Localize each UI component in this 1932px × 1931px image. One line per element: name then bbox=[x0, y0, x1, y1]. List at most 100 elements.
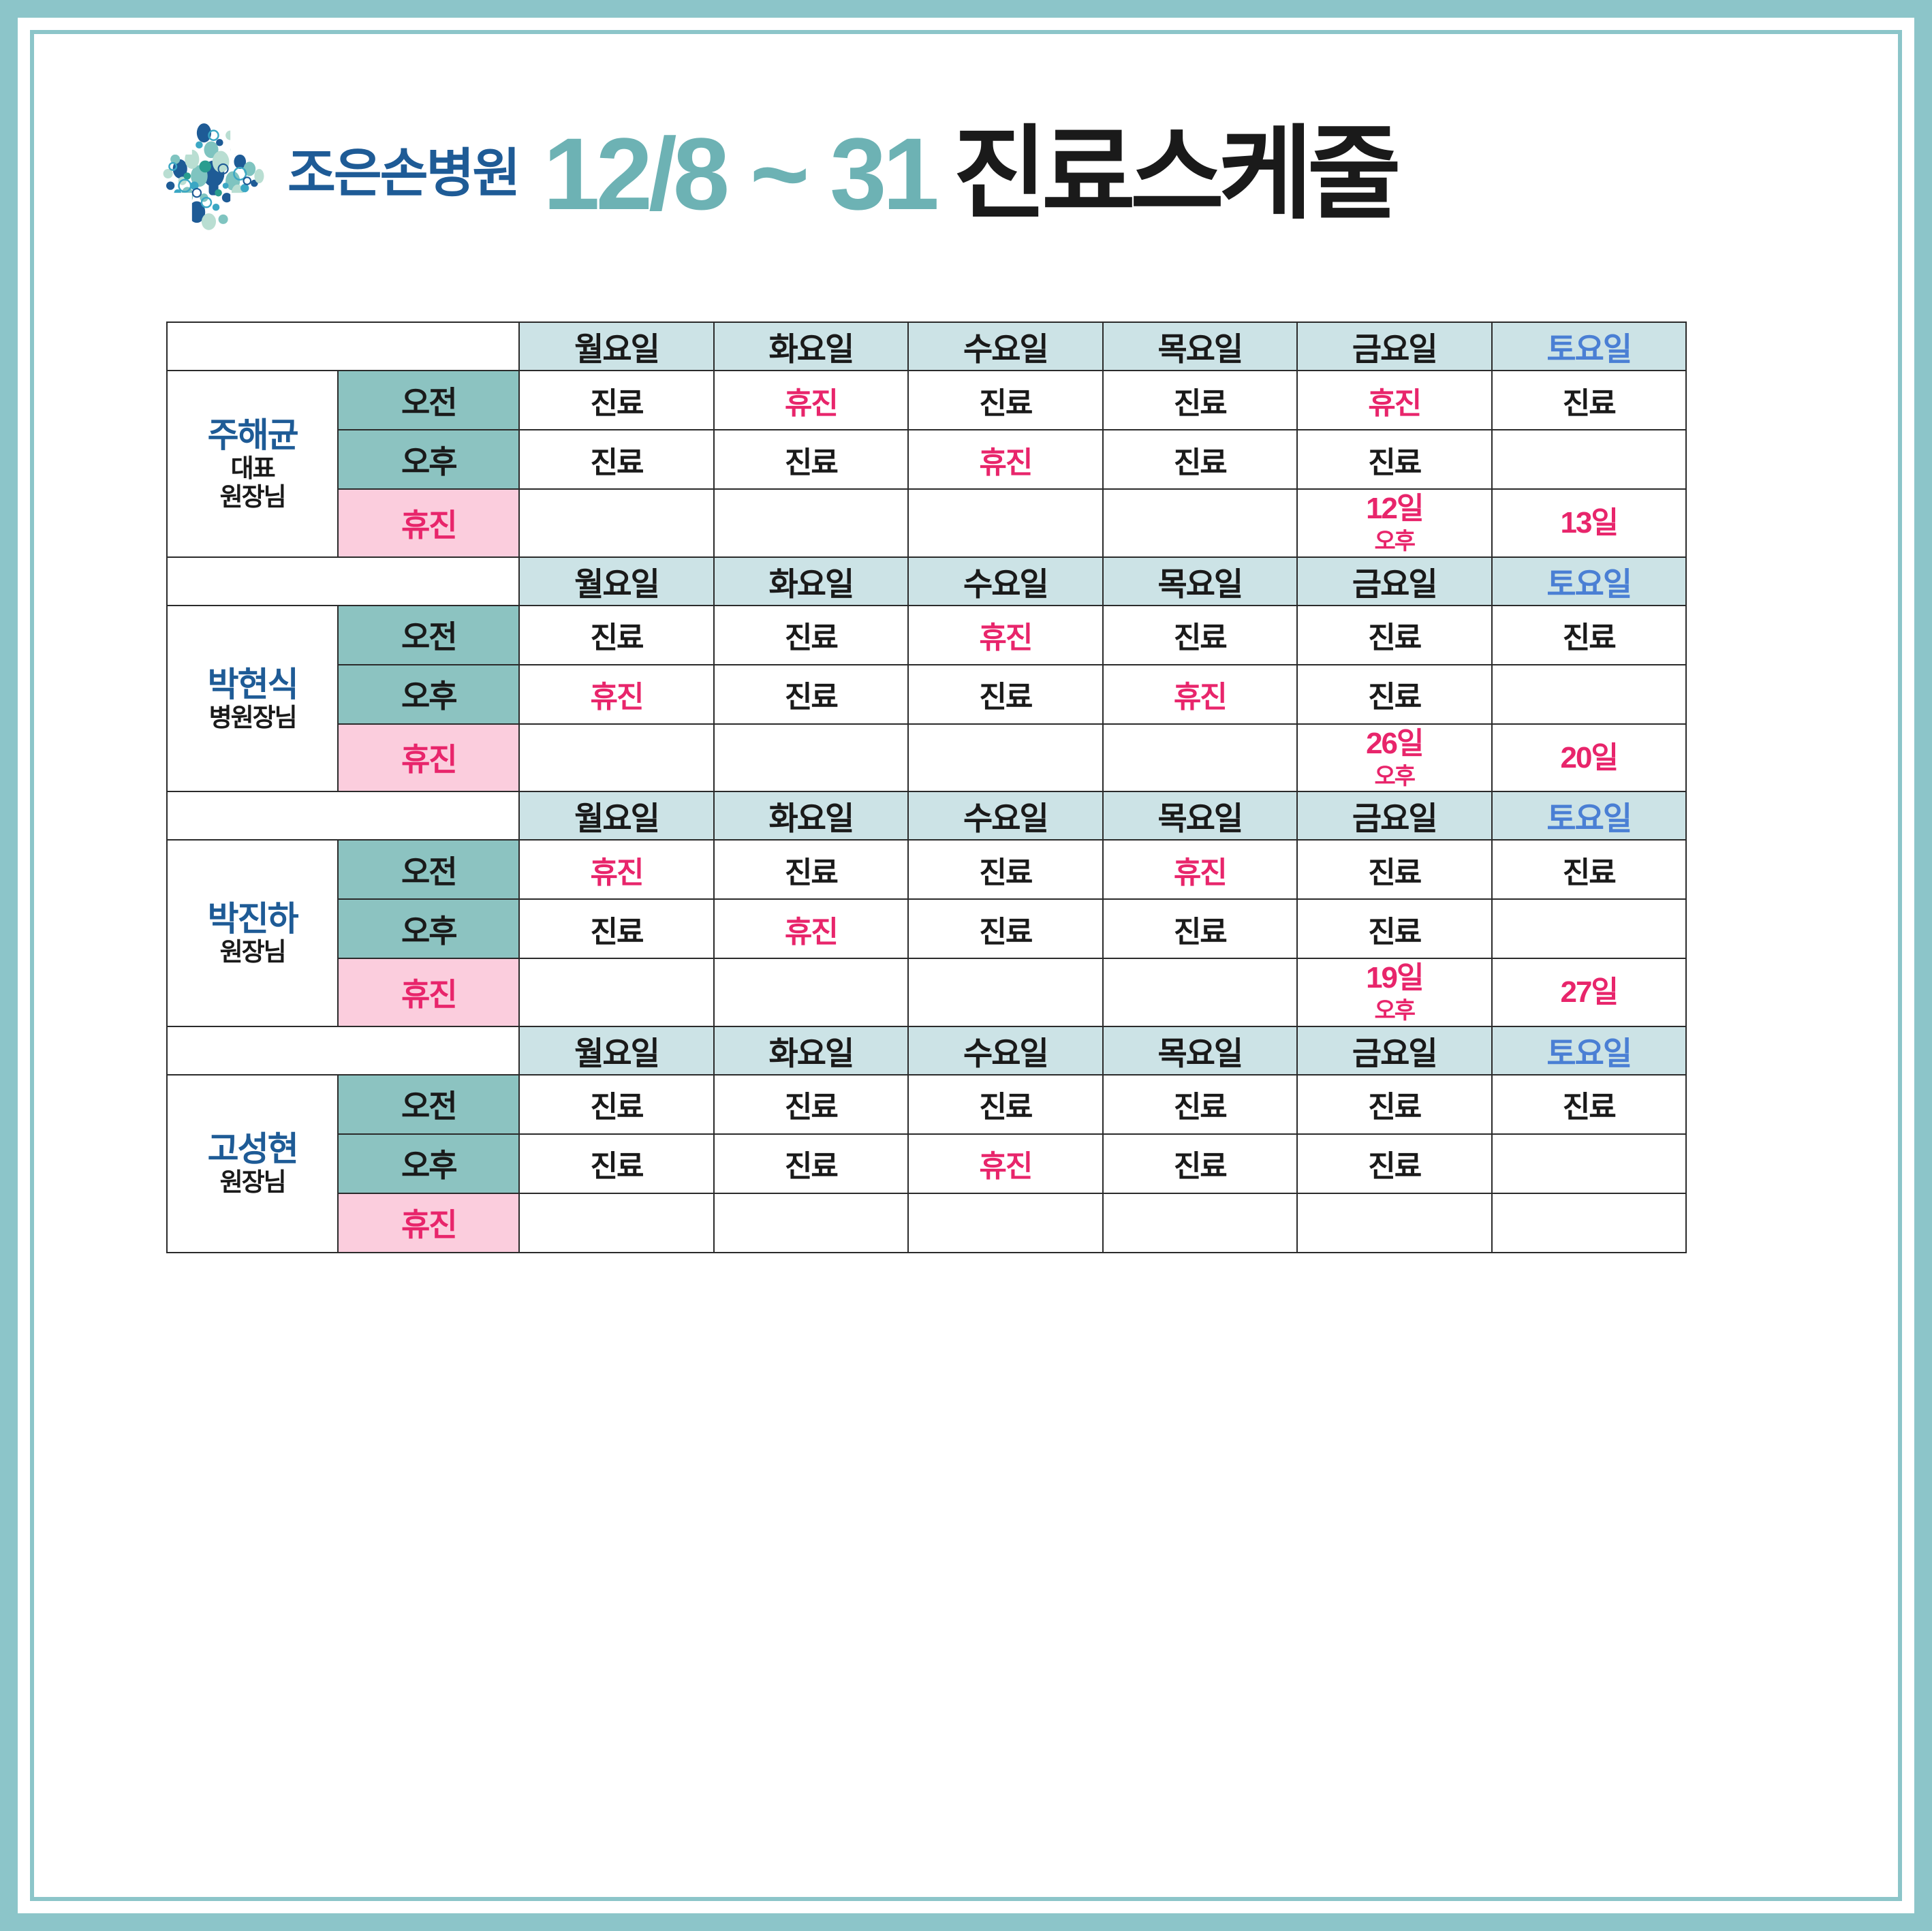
status-cell-off: 휴진 bbox=[1102, 663, 1298, 725]
day-header-thursday: 목요일 bbox=[1102, 791, 1298, 841]
day-header-tuesday: 화요일 bbox=[713, 556, 909, 606]
schedule-row: 박현식 병원장님 오전 진료 진료 휴진 진료 진료 진료 bbox=[166, 604, 1687, 792]
schedule-row: 주해균 대표 원장님 오전 진료 휴진 진료 진료 휴진 진료 bbox=[166, 370, 1687, 558]
off-date-cell: 27일 bbox=[1491, 958, 1687, 1027]
poster-inner-frame bbox=[30, 30, 1902, 1901]
day-header-saturday: 토요일 bbox=[1491, 791, 1687, 841]
empty-cell bbox=[907, 723, 1104, 792]
status-cell-open: 진료 bbox=[1102, 1133, 1298, 1194]
day-header-wednesday: 수요일 bbox=[907, 1025, 1104, 1076]
day-header-friday: 금요일 bbox=[1296, 1025, 1493, 1076]
doctor-name: 박현식 bbox=[207, 665, 299, 704]
off-date-cell: 13일 bbox=[1491, 488, 1687, 558]
schedule-row: 휴진 bbox=[167, 1192, 1687, 1253]
status-cell-open: 진료 bbox=[1102, 370, 1298, 430]
schedule-row: 휴진 26일 오후 20일 bbox=[167, 723, 1687, 792]
empty-cell bbox=[1491, 898, 1687, 959]
empty-cell bbox=[1102, 723, 1298, 792]
status-cell-open: 진료 bbox=[713, 429, 909, 490]
status-cell-open: 진료 bbox=[713, 1073, 909, 1135]
off-date-cell: 19일 오후 bbox=[1296, 958, 1493, 1027]
doctor-name: 고성현 bbox=[207, 1130, 299, 1169]
status-cell-off: 휴진 bbox=[713, 898, 909, 959]
doctor-role-line-1: 대표 bbox=[230, 454, 276, 483]
empty-cell bbox=[907, 488, 1104, 558]
off-date: 12일 bbox=[1366, 492, 1424, 525]
empty-cell bbox=[1491, 429, 1687, 490]
empty-cell bbox=[1102, 958, 1298, 1027]
empty-cell bbox=[1491, 1133, 1687, 1194]
day-header-row: 월요일 화요일 수요일 목요일 금요일 토요일 bbox=[166, 321, 1687, 371]
status-cell-open: 진료 bbox=[1102, 1073, 1298, 1135]
status-cell-off: 휴진 bbox=[1296, 370, 1493, 430]
time-label-pm: 오후 bbox=[337, 1133, 520, 1194]
day-header-friday: 금요일 bbox=[1296, 791, 1493, 841]
day-header-row: 월요일 화요일 수요일 목요일 금요일 토요일 bbox=[166, 556, 1687, 606]
time-label-pm: 오후 bbox=[337, 663, 520, 725]
day-header-wednesday: 수요일 bbox=[907, 556, 1104, 606]
doctor-name: 박진하 bbox=[207, 900, 299, 939]
schedule-row: 박진하 원장님 오전 휴진 진료 진료 휴진 진료 진료 bbox=[166, 839, 1687, 1027]
status-cell-off: 휴진 bbox=[1102, 839, 1298, 900]
status-cell-open: 진료 bbox=[1102, 898, 1298, 959]
doctor-role-line-1: 병원장님 bbox=[208, 703, 298, 732]
empty-cell bbox=[713, 958, 909, 1027]
status-cell-open: 진료 bbox=[518, 370, 715, 430]
status-cell-open: 진료 bbox=[1296, 1073, 1493, 1135]
time-label-am: 오전 bbox=[337, 604, 520, 665]
day-header-tuesday: 화요일 bbox=[713, 321, 909, 371]
status-cell-open: 진료 bbox=[1491, 604, 1687, 665]
day-header-tuesday: 화요일 bbox=[713, 1025, 909, 1076]
empty-cell bbox=[518, 488, 715, 558]
header-corner-blank bbox=[166, 791, 520, 841]
empty-cell bbox=[713, 723, 909, 792]
status-cell-open: 진료 bbox=[518, 429, 715, 490]
status-cell-open: 진료 bbox=[907, 898, 1104, 959]
time-label-am: 오전 bbox=[337, 839, 520, 900]
status-cell-off: 휴진 bbox=[907, 1133, 1104, 1194]
day-header-wednesday: 수요일 bbox=[907, 321, 1104, 371]
status-cell-open: 진료 bbox=[1102, 604, 1298, 665]
status-cell-open: 진료 bbox=[518, 898, 715, 959]
day-header-monday: 월요일 bbox=[518, 791, 715, 841]
off-date: 26일 bbox=[1366, 726, 1424, 760]
doctor-role-line-2: 원장님 bbox=[219, 482, 287, 511]
status-cell-open: 진료 bbox=[1296, 1133, 1493, 1194]
status-cell-open: 진료 bbox=[1491, 839, 1687, 900]
day-header-monday: 월요일 bbox=[518, 1025, 715, 1076]
schedule-row: 고성현 원장님 오전 진료 진료 진료 진료 진료 진료 bbox=[166, 1073, 1687, 1253]
header-corner-blank bbox=[166, 556, 520, 606]
time-label-pm: 오후 bbox=[337, 898, 520, 959]
schedule-row: 휴진 12일 오후 13일 bbox=[167, 488, 1687, 558]
time-label-am: 오전 bbox=[337, 1073, 520, 1135]
status-cell-off: 휴진 bbox=[907, 604, 1104, 665]
header-corner-blank bbox=[166, 1025, 520, 1076]
doctor-name-cell: 주해균 대표 원장님 bbox=[166, 370, 339, 558]
status-cell-open: 진료 bbox=[907, 839, 1104, 900]
status-cell-open: 진료 bbox=[1296, 429, 1493, 490]
empty-cell bbox=[713, 488, 909, 558]
empty-cell bbox=[1491, 663, 1687, 725]
empty-cell bbox=[713, 1192, 909, 1253]
status-cell-open: 진료 bbox=[713, 663, 909, 725]
day-header-thursday: 목요일 bbox=[1102, 321, 1298, 371]
doctor-role-line-1: 원장님 bbox=[219, 938, 287, 967]
day-header-row: 월요일 화요일 수요일 목요일 금요일 토요일 bbox=[166, 791, 1687, 841]
status-cell-open: 진료 bbox=[907, 1073, 1104, 1135]
doctor-name-cell: 박현식 병원장님 bbox=[166, 604, 339, 792]
off-date-period: 오후 bbox=[1374, 998, 1416, 1024]
off-date: 13일 bbox=[1560, 506, 1619, 540]
time-label-off: 휴진 bbox=[337, 1192, 520, 1253]
schedule-date-range: 12/8 ~ 31 bbox=[543, 116, 939, 231]
day-header-saturday: 토요일 bbox=[1491, 321, 1687, 371]
status-cell-open: 진료 bbox=[907, 663, 1104, 725]
empty-cell bbox=[518, 1192, 715, 1253]
doctor-name: 주해균 bbox=[207, 416, 299, 455]
status-cell-open: 진료 bbox=[907, 370, 1104, 430]
status-cell-open: 진료 bbox=[1491, 370, 1687, 430]
off-date-period: 오후 bbox=[1374, 529, 1416, 554]
schedule-table: 월요일 화요일 수요일 목요일 금요일 토요일 주해균 대표 원장님 오전 진료 휴진 진료 진료 휴진 진료… bbox=[166, 321, 1687, 1253]
empty-cell bbox=[907, 1192, 1104, 1253]
day-header-wednesday: 수요일 bbox=[907, 791, 1104, 841]
